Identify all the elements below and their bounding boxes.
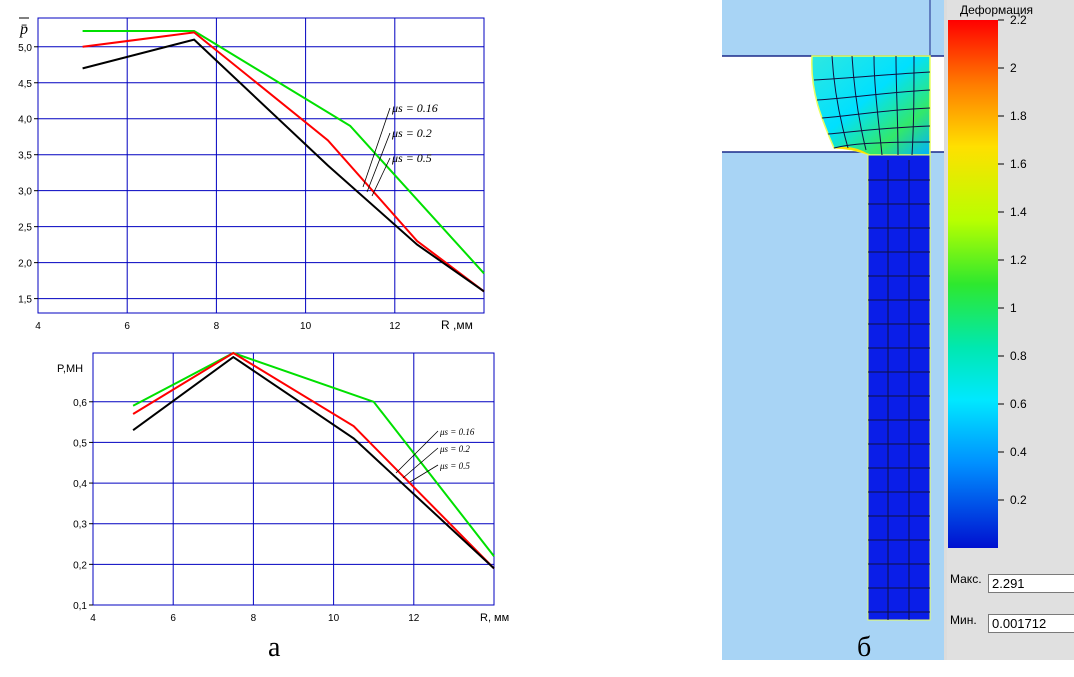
series-line (132, 355, 495, 570)
x-tick-label: 12 (389, 321, 401, 332)
colorbar-tick-label: 0.4 (1010, 445, 1027, 459)
y-tick-label: 0,4 (73, 479, 87, 490)
annotation-leader (402, 447, 439, 479)
annotation-label: μs = 0.5 (391, 151, 432, 165)
y-tick-label: 2,5 (18, 223, 32, 234)
annotation-leader (371, 157, 391, 197)
annotation-leader (366, 132, 391, 193)
y-tick-label: 0,1 (73, 601, 87, 612)
min-label: Мин. (950, 613, 977, 627)
y-tick-label: 0,6 (73, 398, 87, 409)
y-axis-label: p̄ (19, 21, 28, 38)
series-line (82, 38, 485, 293)
y-tick-label: 0,2 (73, 560, 87, 571)
annotation-label: μs = 0.16 (439, 427, 475, 437)
y-tick-label: 3,5 (18, 151, 32, 162)
force-chart: 4 6 8 10 12 0,1 0,2 0,3 0,4 0,5 0,6 R, мм P,МН μs = 0… (57, 351, 509, 624)
colorbar-tick-label: 0.8 (1010, 349, 1027, 363)
max-value-field: 2.291 (988, 574, 1074, 593)
workpiece-shank (867, 154, 931, 621)
x-tick-label: 12 (408, 613, 420, 624)
y-tick-label: 4,5 (18, 79, 32, 90)
x-axis-label: R, мм (480, 612, 509, 624)
colorbar-tick-label: 2 (1010, 61, 1017, 75)
y-tick-label: 0,3 (73, 520, 87, 531)
colorbar-tick-label: 1.2 (1010, 253, 1027, 267)
colorbar (948, 20, 998, 548)
y-tick-label: 1,5 (18, 295, 32, 306)
colorbar-tick-label: 2.2 (1010, 13, 1027, 27)
annotation-label: μs = 0.5 (439, 461, 470, 471)
x-tick-label: 6 (170, 613, 176, 624)
series-line (82, 30, 485, 275)
y-tick-label: 5,0 (18, 43, 32, 54)
x-tick-label: 10 (300, 321, 312, 332)
annotation-label: μs = 0.16 (391, 101, 438, 115)
x-tick-label: 8 (251, 613, 257, 624)
series-line (82, 31, 485, 293)
colorbar-title: Деформация (960, 3, 1033, 17)
annotation-leader (395, 430, 439, 474)
x-tick-label: 10 (328, 613, 340, 624)
caption-a: а (268, 632, 281, 663)
min-value-field: 0.001712 (988, 614, 1074, 633)
y-axis-label: P,МН (57, 363, 83, 375)
series-line (132, 351, 495, 557)
simulation-panel: Деформация 2.2 2 1.8 1.6 1.4 1.2 1 0.8 0.6 0.4 0.2… (722, 0, 1074, 660)
y-tick-label: 3,0 (18, 187, 32, 198)
deformation-pressure-chart: 4 6 8 10 12 1,5 2,0 2,5 3,0 3,5 4,0 4,5 5,0 R ,мм p̄ μs… (18, 17, 485, 332)
x-tick-label: 8 (214, 321, 220, 332)
annotation-leader (409, 464, 439, 483)
max-label: Макс. (950, 572, 982, 586)
colorbar-tick-label: 1.6 (1010, 157, 1027, 171)
colorbar-tick-label: 0.6 (1010, 397, 1027, 411)
colorbar-tick-label: 1.8 (1010, 109, 1027, 123)
annotation-label: μs = 0.2 (391, 126, 432, 140)
colorbar-tick-label: 0.2 (1010, 493, 1027, 507)
deformation-field: Деформация 2.2 2 1.8 1.6 1.4 1.2 1 0.8 0.6 0.4 0.2… (722, 0, 1074, 660)
annotation-leader (362, 107, 391, 188)
x-tick-label: 4 (90, 613, 96, 624)
x-tick-label: 6 (124, 321, 130, 332)
x-axis-label: R ,мм (441, 318, 473, 332)
y-tick-label: 0,5 (73, 438, 87, 449)
colorbar-tick-label: 1.4 (1010, 205, 1027, 219)
colorbar-tick-label: 1 (1010, 301, 1017, 315)
y-tick-label: 2,0 (18, 259, 32, 270)
caption-b: б (857, 632, 872, 663)
annotation-label: μs = 0.2 (439, 444, 470, 454)
series-line (132, 351, 495, 570)
x-tick-label: 4 (35, 321, 41, 332)
y-tick-label: 4,0 (18, 115, 32, 126)
